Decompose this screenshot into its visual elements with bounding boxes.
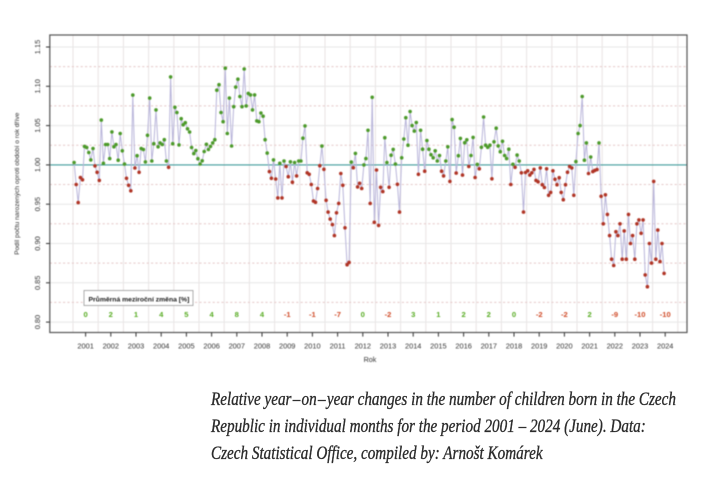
svg-text:-9: -9 <box>611 310 618 319</box>
svg-text:2024: 2024 <box>657 342 673 351</box>
svg-text:1.10: 1.10 <box>33 79 42 93</box>
svg-text:2009: 2009 <box>279 342 295 351</box>
svg-text:Rok: Rok <box>364 355 377 364</box>
svg-text:0: 0 <box>512 310 516 319</box>
svg-text:2021: 2021 <box>581 342 597 351</box>
svg-text:-1: -1 <box>309 310 317 319</box>
svg-text:-10: -10 <box>635 310 646 319</box>
svg-text:-1: -1 <box>284 310 292 319</box>
svg-text:2020: 2020 <box>556 342 572 351</box>
svg-text:0: 0 <box>361 310 365 319</box>
svg-text:-2: -2 <box>561 310 568 319</box>
svg-text:3: 3 <box>411 310 415 319</box>
svg-text:Podíl počtu narozených oproti: Podíl počtu narozených oproti období o r… <box>14 112 21 255</box>
svg-text:2005: 2005 <box>178 342 194 351</box>
svg-text:5: 5 <box>184 310 189 319</box>
svg-text:2004: 2004 <box>153 342 169 351</box>
svg-text:0.85: 0.85 <box>33 276 42 290</box>
svg-text:2018: 2018 <box>506 342 522 351</box>
svg-text:2001: 2001 <box>77 342 93 351</box>
svg-text:2019: 2019 <box>531 342 547 351</box>
svg-text:2016: 2016 <box>455 342 471 351</box>
svg-text:1.15: 1.15 <box>33 40 42 54</box>
svg-text:4: 4 <box>260 310 265 319</box>
svg-text:2003: 2003 <box>128 342 144 351</box>
svg-text:2: 2 <box>487 310 491 319</box>
svg-text:8: 8 <box>235 310 239 319</box>
svg-text:2015: 2015 <box>430 342 446 351</box>
svg-text:-7: -7 <box>334 310 341 319</box>
svg-text:0.80: 0.80 <box>33 315 42 329</box>
svg-text:2: 2 <box>109 310 113 319</box>
svg-text:2017: 2017 <box>481 342 497 351</box>
svg-text:2022: 2022 <box>607 342 623 351</box>
svg-text:2011: 2011 <box>330 342 346 351</box>
svg-text:2: 2 <box>461 310 465 319</box>
svg-text:2007: 2007 <box>229 342 245 351</box>
svg-text:2008: 2008 <box>254 342 270 351</box>
svg-text:0: 0 <box>83 310 87 319</box>
svg-text:1.05: 1.05 <box>33 118 42 132</box>
svg-text:1.00: 1.00 <box>33 158 42 172</box>
svg-text:2006: 2006 <box>203 342 219 351</box>
svg-text:2012: 2012 <box>355 342 371 351</box>
svg-text:1: 1 <box>436 310 441 319</box>
svg-text:2002: 2002 <box>103 342 119 351</box>
svg-text:-2: -2 <box>385 310 392 319</box>
svg-text:2014: 2014 <box>405 342 421 351</box>
svg-text:2023: 2023 <box>632 342 648 351</box>
svg-text:-2: -2 <box>536 310 543 319</box>
svg-text:1: 1 <box>134 310 139 319</box>
svg-text:2010: 2010 <box>304 342 320 351</box>
svg-text:0.95: 0.95 <box>33 197 42 211</box>
svg-text:2: 2 <box>587 310 591 319</box>
svg-text:4: 4 <box>159 310 164 319</box>
svg-text:0.90: 0.90 <box>33 236 42 250</box>
svg-text:Průměrná meziroční změna [%]: Průměrná meziroční změna [%] <box>89 296 190 304</box>
svg-text:-10: -10 <box>660 310 671 319</box>
svg-text:4: 4 <box>209 310 214 319</box>
svg-text:2013: 2013 <box>380 342 396 351</box>
